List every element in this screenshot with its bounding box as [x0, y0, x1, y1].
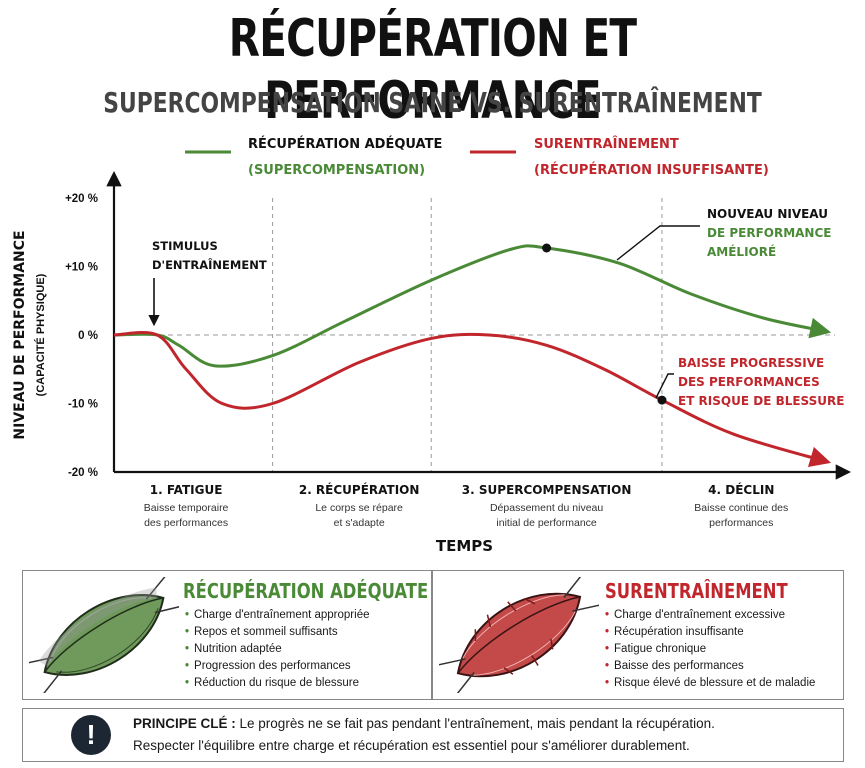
legend-sublabel-0: (SUPERCOMPENSATION)	[248, 163, 425, 178]
series-line-1	[113, 330, 832, 468]
list-item: • Repos et sommeil suffisants	[185, 626, 338, 638]
y-tick-label-0: +20 %	[65, 193, 98, 205]
phase-title-0: 1. FATIGUE	[150, 483, 223, 497]
y-axis-label: NIVEAU DE PERFORMANCE	[12, 230, 28, 439]
exclamation-icon: !	[71, 715, 111, 755]
list-item: • Charge d'entraînement appropriée	[185, 609, 370, 621]
phase-title-2: 3. SUPERCOMPENSATION	[462, 483, 632, 497]
data-point-marker-0	[542, 243, 552, 253]
phase-desc-1-0: Le corps se répare	[315, 502, 403, 514]
y-tick-label-3: -10 %	[68, 399, 98, 411]
y-tick-label-4: -20 %	[68, 467, 98, 479]
phase-desc-1-1: et s'adapte	[334, 517, 385, 529]
phase-desc-3-0: Baisse continue des	[694, 502, 788, 514]
phase-desc-2-0: Dépassement du niveau	[490, 502, 603, 514]
list-item: • Baisse des performances	[605, 660, 744, 672]
page-subtitle: SUPERCOMPENSATION SAINE VS. SURENTRAÎNEM…	[103, 86, 762, 119]
annotation-decline-leader	[655, 373, 674, 399]
list-item: • Charge d'entraînement excessive	[605, 609, 785, 621]
list-item: • Progression des performances	[185, 660, 351, 672]
panel-overtraining-title: SURENTRAÎNEMENT	[605, 579, 788, 603]
series-line-0	[113, 244, 832, 368]
list-item: • Risque élevé de blessure et de maladie	[605, 677, 816, 689]
performance-chart: RÉCUPÉRATION ADÉQUATE (SUPERCOMPENSATION)…	[12, 136, 852, 555]
list-item: • Fatigue chronique	[605, 643, 707, 655]
legend-label-0: RÉCUPÉRATION ADÉQUATE	[248, 136, 442, 152]
key-principle-line2: Respecter l'équilibre entre charge et ré…	[133, 738, 690, 753]
phase-desc-2-1: initial de performance	[496, 517, 597, 529]
y-axis-sublabel: (CAPACITÉ PHYSIQUE)	[34, 273, 47, 396]
healthy-muscle-icon	[29, 577, 179, 693]
page-title: RÉCUPÉRATION ET PERFORMANCE	[228, 9, 637, 131]
key-principle-text: PRINCIPE CLÉ : Le progrès ne se fait pas…	[133, 713, 715, 757]
list-item: • Nutrition adaptée	[185, 643, 282, 655]
phase-desc-0-0: Baisse temporaire	[144, 502, 229, 514]
annotation-decline-line-0: BAISSE PROGRESSIVE	[678, 356, 824, 370]
phase-title-3: 4. DÉCLIN	[708, 482, 774, 497]
annotation-new-level-line-0: NOUVEAU NIVEAU	[707, 207, 828, 221]
panel-adequate-title: RÉCUPÉRATION ADÉQUATE	[183, 579, 429, 603]
annotation-decline-line-1: DES PERFORMANCES	[678, 375, 820, 389]
list-item: • Réduction du risque de blessure	[185, 677, 359, 689]
y-tick-label-2: 0 %	[78, 330, 98, 342]
annotation-decline-line-2: ET RISQUE DE BLESSURE	[678, 394, 844, 408]
legend-label-1: SURENTRAÎNEMENT	[534, 136, 679, 152]
legend-sublabel-1: (RÉCUPÉRATION INSUFFISANTE)	[534, 162, 769, 178]
annotation-new-level-line-2: AMÉLIORÉ	[707, 244, 776, 259]
phase-desc-0-1: des performances	[144, 517, 228, 529]
phase-title-1: 2. RÉCUPÉRATION	[299, 482, 420, 497]
panel-overtraining: SURENTRAÎNEMENT • Charge d'entraînement e…	[432, 570, 844, 700]
strained-muscle-icon	[439, 577, 599, 693]
panel-adequate-recovery: RÉCUPÉRATION ADÉQUATE • Charge d'entraîne…	[22, 570, 432, 700]
list-item: • Récupération insuffisante	[605, 626, 744, 638]
key-principle-box: ! PRINCIPE CLÉ : Le progrès ne se fait p…	[22, 708, 844, 762]
key-principle-line1: Le progrès ne se fait pas pendant l'entr…	[239, 716, 715, 731]
annotation-new-level-leader	[616, 225, 700, 261]
annotation-new-level-line-1: DE PERFORMANCE	[707, 226, 831, 240]
y-tick-label-1: +10 %	[65, 262, 98, 274]
phase-desc-3-1: performances	[709, 517, 773, 529]
annotation-stimulus-line-0: STIMULUS	[152, 239, 218, 253]
key-principle-label: PRINCIPE CLÉ :	[133, 716, 236, 731]
annotation-stimulus-line-1: D'ENTRAÎNEMENT	[152, 257, 267, 272]
x-axis-label: TEMPS	[436, 537, 493, 555]
data-point-marker-1	[657, 395, 667, 405]
panel-adequate-list: • Charge d'entraînement appropriée • Repos…	[185, 607, 369, 692]
panel-overtraining-list: • Charge d'entraînement excessive • Récupé…	[605, 607, 815, 692]
